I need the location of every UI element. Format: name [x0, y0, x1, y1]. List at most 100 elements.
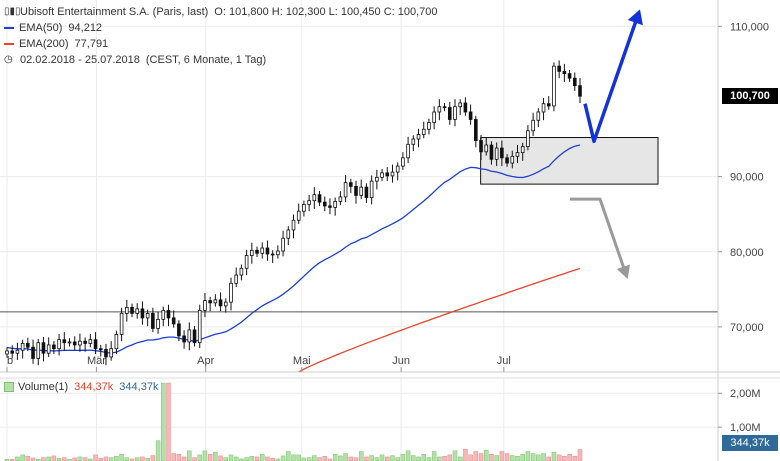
candle-body: [515, 152, 520, 157]
volume-bar: [166, 382, 171, 461]
ema50-label: EMA(50): [19, 22, 63, 34]
volume-bar: [489, 453, 494, 461]
ema200-value: 77,791: [74, 38, 109, 50]
candle-body: [151, 312, 155, 329]
candle-body: [447, 107, 452, 120]
candle-body: [328, 205, 332, 208]
volume-bar: [192, 457, 197, 461]
volume-bar: [93, 454, 98, 461]
candle-body: [343, 182, 348, 198]
candle-body: [140, 308, 145, 319]
volume-bars: [4, 382, 583, 461]
volume-bar: [62, 457, 67, 461]
candle-body: [380, 172, 384, 178]
candle-body: [270, 253, 275, 256]
volume-bar: [400, 453, 406, 461]
time-tick-label: Jun: [392, 355, 410, 367]
volume-bar: [457, 456, 463, 461]
candle: [416, 128, 421, 148]
candle: [541, 98, 546, 121]
candles: [5, 60, 582, 366]
candle: [218, 292, 223, 312]
volume-bar: [463, 448, 468, 461]
candle: [536, 108, 541, 128]
volume-bar: [567, 453, 572, 461]
candle: [458, 99, 462, 115]
volume-bar: [478, 453, 484, 461]
volume-bar: [265, 456, 270, 461]
candle: [130, 303, 134, 318]
price-tick-label: 70,000: [730, 322, 764, 334]
date-range: 02.02.2018 - 25.07.2018: [20, 54, 140, 66]
candle: [62, 332, 67, 351]
candle-body: [536, 111, 541, 121]
candle: [432, 106, 436, 130]
candle: [182, 330, 186, 349]
candle-body: [302, 204, 306, 212]
candle-body: [260, 247, 265, 254]
candle: [557, 60, 561, 79]
volume-value-red: 344,37k: [74, 381, 114, 393]
time-tick-label: Apr: [197, 355, 214, 367]
candle: [234, 267, 239, 288]
candle-body: [31, 346, 35, 359]
candle-body: [531, 119, 535, 132]
ema200-label: EMA(200): [19, 38, 69, 50]
volume-bar: [140, 456, 145, 461]
candle: [109, 341, 113, 361]
candle: [57, 334, 61, 356]
candle: [442, 102, 447, 112]
candle: [192, 326, 197, 347]
volume-bar: [338, 455, 343, 461]
volume-bar: [82, 457, 88, 461]
candle: [5, 347, 9, 358]
candle-body: [468, 111, 473, 120]
volume-tick-label: 2,00M: [730, 388, 761, 400]
date-range-note: (CEST, 6 Monate, 1 Tag): [145, 54, 267, 66]
volume-bar: [525, 451, 531, 461]
volume-bar: [536, 454, 541, 461]
volume-bar: [385, 456, 390, 461]
volume-bar: [207, 453, 213, 461]
price-tick-label: 80,000: [730, 247, 764, 259]
candle: [10, 345, 15, 359]
candle-body: [453, 106, 457, 120]
ema200-line: [298, 267, 581, 373]
volume-value-blue: 344,37k: [119, 381, 159, 393]
candle: [213, 294, 218, 307]
volume-bar: [286, 451, 291, 461]
candle-body: [265, 247, 270, 255]
volume-bar: [161, 382, 166, 461]
candle: [104, 343, 108, 366]
candle-body: [442, 106, 447, 109]
candle-body: [36, 342, 41, 359]
candle: [20, 339, 25, 359]
volume-bar: [322, 456, 328, 461]
volume-tick-label: 1,00M: [730, 422, 761, 434]
bullish-arrow-head: [627, 9, 643, 26]
candle-body: [296, 210, 301, 221]
volume-bar: [447, 454, 453, 461]
time-tick-label: b: [7, 355, 13, 367]
volume-bar: [421, 453, 426, 461]
candle: [505, 154, 509, 167]
candle-body: [62, 339, 67, 344]
volume-bar: [416, 456, 421, 461]
volume-bar: [551, 451, 557, 461]
candle-body: [244, 255, 249, 269]
candle: [114, 330, 119, 354]
candle: [526, 125, 530, 151]
candle-body: [474, 119, 478, 141]
candle: [401, 152, 405, 170]
candle-body: [567, 73, 572, 79]
candle-body: [197, 309, 202, 344]
candle: [437, 99, 442, 121]
volume-bar: [510, 455, 515, 461]
candle: [31, 339, 35, 364]
candle-body: [46, 344, 51, 354]
candle: [463, 97, 468, 116]
candle: [67, 338, 72, 347]
candle-body: [93, 339, 98, 350]
volume-bar: [520, 453, 525, 461]
